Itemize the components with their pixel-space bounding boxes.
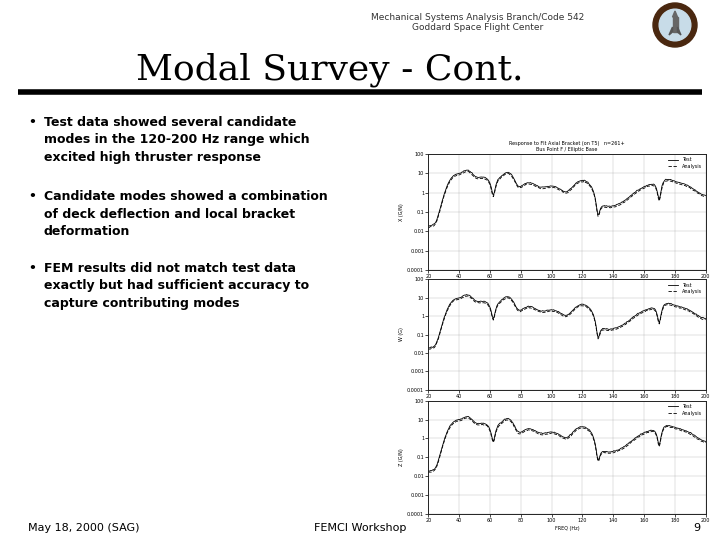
Test — [425, 345, 433, 351]
Analysis — [463, 168, 472, 174]
Analysis — [595, 334, 603, 341]
Test — [425, 468, 433, 474]
Test — [595, 455, 603, 462]
Text: Test data showed several candidate
modes in the 120-200 Hz range which
excited h: Test data showed several candidate modes… — [44, 116, 310, 164]
Text: Modal Survey - Cont.: Modal Survey - Cont. — [136, 53, 523, 87]
Line: Analysis: Analysis — [428, 418, 706, 472]
Text: •: • — [28, 116, 36, 129]
Analysis — [463, 293, 472, 299]
Analysis — [590, 192, 598, 199]
Legend: Test, Analysis: Test, Analysis — [667, 157, 703, 170]
Test — [424, 468, 433, 475]
Text: •: • — [28, 262, 36, 275]
Analysis — [464, 415, 472, 421]
Analysis — [424, 224, 433, 231]
Y-axis label: X (G/N): X (G/N) — [400, 203, 405, 221]
Analysis — [676, 305, 685, 311]
Text: •: • — [28, 190, 36, 203]
Text: Candidate modes showed a combination
of deck deflection and local bracket
deform: Candidate modes showed a combination of … — [44, 190, 328, 238]
Test — [678, 180, 686, 186]
Analysis — [595, 212, 603, 218]
Test — [591, 195, 600, 201]
Y-axis label: Z (G/N): Z (G/N) — [400, 449, 405, 466]
Text: Goddard Space Flight Center: Goddard Space Flight Center — [413, 24, 544, 32]
Test — [426, 222, 435, 229]
X-axis label: FREQ (Hz): FREQ (Hz) — [554, 526, 580, 531]
Analysis — [424, 346, 433, 353]
Legend: Test, Analysis: Test, Analysis — [667, 282, 703, 295]
Analysis — [589, 313, 598, 319]
Legend: Test, Analysis: Test, Analysis — [667, 403, 703, 416]
Test — [659, 426, 667, 433]
Analysis — [676, 427, 685, 434]
Test — [678, 303, 686, 310]
Test — [701, 438, 710, 445]
Analysis — [424, 469, 433, 476]
Test — [464, 413, 472, 420]
Analysis — [425, 224, 433, 231]
Polygon shape — [672, 17, 678, 32]
Test — [701, 192, 710, 199]
Analysis — [676, 181, 685, 187]
Analysis — [595, 457, 603, 464]
Polygon shape — [678, 27, 681, 35]
Text: FEM results did not match test data
exactly but had sufficient accuracy to
captu: FEM results did not match test data exac… — [44, 262, 309, 310]
Test — [462, 291, 471, 298]
Text: 9: 9 — [693, 523, 700, 533]
Line: Analysis: Analysis — [428, 171, 706, 227]
Test — [676, 426, 685, 432]
Test — [660, 178, 668, 185]
Analysis — [701, 316, 710, 323]
Polygon shape — [669, 27, 672, 35]
Test — [590, 191, 598, 198]
Title: Response to Flt Axial Bracket (on T5)   n=261+
Bus Point F / Elliptic Base: Response to Flt Axial Bracket (on T5) n=… — [509, 140, 625, 152]
Circle shape — [653, 3, 697, 47]
Text: May 18, 2000 (SAG): May 18, 2000 (SAG) — [28, 523, 140, 533]
Analysis — [659, 428, 667, 434]
Test — [590, 437, 598, 444]
Circle shape — [660, 9, 691, 41]
Line: Test: Test — [428, 170, 706, 226]
Analysis — [425, 346, 433, 352]
Analysis — [659, 306, 667, 312]
Analysis — [589, 190, 598, 196]
Analysis — [701, 194, 710, 200]
Polygon shape — [672, 11, 678, 17]
Test — [701, 315, 710, 322]
Test — [590, 315, 598, 321]
Y-axis label: W (G): W (G) — [400, 328, 405, 341]
Text: Mechanical Systems Analysis Branch/Code 542: Mechanical Systems Analysis Branch/Code … — [372, 14, 585, 23]
Test — [424, 345, 433, 351]
Test — [660, 302, 668, 308]
Test — [426, 345, 435, 351]
Analysis — [659, 182, 667, 188]
Text: FEMCI Workshop: FEMCI Workshop — [314, 523, 406, 533]
Line: Analysis: Analysis — [428, 296, 706, 349]
Test — [591, 319, 600, 325]
Test — [589, 434, 598, 441]
Analysis — [590, 316, 598, 322]
Test — [425, 222, 433, 229]
Line: Test: Test — [428, 294, 706, 348]
Test — [424, 222, 433, 229]
Test — [464, 167, 472, 173]
Test — [595, 207, 604, 214]
Analysis — [589, 436, 598, 442]
Analysis — [425, 469, 433, 475]
Line: Test: Test — [428, 416, 706, 471]
Analysis — [590, 438, 598, 445]
Analysis — [701, 439, 710, 446]
Test — [595, 329, 604, 336]
